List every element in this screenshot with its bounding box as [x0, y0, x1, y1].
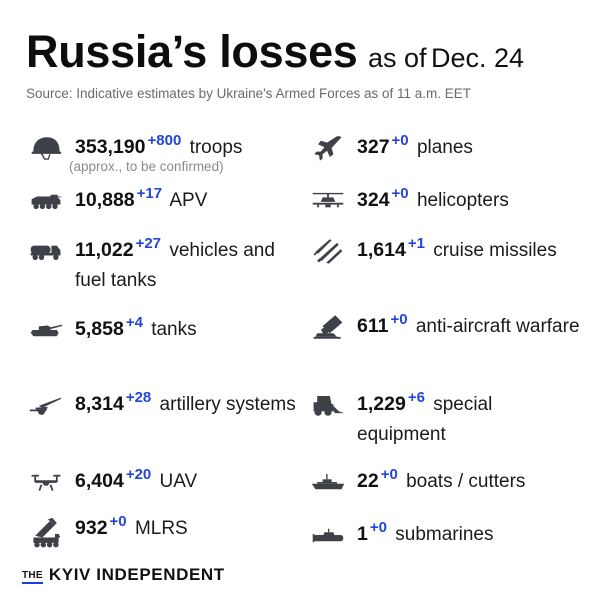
- stat-label: anti-aircraft warfare: [415, 316, 580, 337]
- stat-submarines: 1 +0 submarines: [308, 519, 494, 550]
- stat-value: 6,404: [75, 470, 124, 492]
- artillery-icon: [26, 390, 66, 420]
- stat-value: 1: [357, 523, 368, 545]
- jet-icon: [308, 133, 348, 163]
- stat-value: 10,888: [75, 189, 135, 211]
- stat-label: cruise missiles: [433, 240, 557, 261]
- stat-value: 932: [75, 517, 108, 539]
- stat-anti-aircraft: 611 +0 anti-aircraft warfare: [308, 311, 580, 342]
- stat-delta: +0: [369, 519, 387, 536]
- stat-boats: 22 +0 boats / cutters: [308, 466, 526, 497]
- fuel-truck-icon: [26, 236, 66, 266]
- stat-delta: +20: [125, 466, 152, 483]
- tank-icon: [26, 315, 66, 345]
- stat-value: 11,022: [75, 239, 134, 261]
- stat-delta: +27: [135, 235, 162, 252]
- missiles-icon: [308, 236, 348, 266]
- stat-delta: +800: [147, 132, 182, 149]
- stat-label: helicopters: [416, 190, 509, 211]
- stat-delta: +4: [125, 314, 143, 331]
- logo-the: THE: [22, 569, 43, 584]
- stat-label: planes: [416, 137, 473, 158]
- stat-tanks: 5,858 +4 tanks: [26, 314, 197, 345]
- stat-value: 1,229: [357, 393, 406, 415]
- title-date: Dec. 24: [428, 43, 527, 77]
- stat-uav: 6,404 +20 UAV: [26, 466, 198, 497]
- stat-delta: +0: [391, 185, 409, 202]
- stat-artillery: 8,314 +28 artillery systems: [26, 389, 298, 420]
- stat-delta: +1: [407, 235, 425, 252]
- stat-value: 8,314: [75, 393, 124, 415]
- stat-value: 611: [357, 315, 389, 337]
- stat-value: 1,614: [357, 239, 406, 261]
- stat-planes: 327 +0 planes: [308, 132, 473, 163]
- stat-delta: +0: [380, 466, 398, 483]
- stat-label: UAV: [159, 471, 198, 492]
- boat-icon: [308, 467, 348, 497]
- stat-value: 5,858: [75, 318, 124, 340]
- stat-note: (approx., to be confirmed): [69, 159, 224, 174]
- stat-value: 353,190: [75, 136, 146, 158]
- stat-label: troops: [189, 137, 243, 158]
- loader-icon: [308, 390, 348, 420]
- stat-delta: +28: [125, 389, 152, 406]
- anti-aircraft-icon: [308, 312, 348, 342]
- stat-troops: 353,190 +800 troops (approx., to be confi…: [26, 132, 243, 174]
- title-main: Russia’s losses: [26, 26, 358, 77]
- stat-delta: +0: [390, 311, 408, 328]
- mlrs-icon: [26, 514, 66, 552]
- page-title: Russia’s losses as of Dec. 24: [26, 26, 527, 78]
- stat-delta: +6: [407, 389, 425, 406]
- stat-mlrs: 932 +0 MLRS: [26, 513, 188, 552]
- stat-value: 327: [357, 136, 390, 158]
- helmet-icon: [26, 133, 66, 163]
- stat-label: tanks: [151, 319, 197, 340]
- helicopter-icon: [308, 186, 348, 216]
- stat-label: boats / cutters: [406, 471, 526, 492]
- submarine-icon: [308, 520, 348, 550]
- stat-value: 324: [357, 189, 390, 211]
- apv-icon: [26, 186, 66, 216]
- stat-helicopters: 324 +0 helicopters: [308, 185, 509, 216]
- stat-label: MLRS: [134, 518, 188, 539]
- stat-vehicles: 11,022 +27 vehicles and fuel tanks: [26, 235, 298, 295]
- stat-cruise-missiles: 1,614 +1 cruise missiles: [308, 235, 580, 266]
- stat-label: artillery systems: [159, 394, 296, 415]
- stat-special-equipment: 1,229 +6 special equipment: [308, 389, 580, 449]
- stat-label: submarines: [395, 524, 494, 545]
- source-line: Source: Indicative estimates by Ukraine'…: [26, 86, 472, 101]
- stat-label: special equipment: [357, 394, 493, 445]
- stat-value: 22: [357, 470, 379, 492]
- stat-apv: 10,888 +17 APV: [26, 185, 208, 216]
- drone-icon: [26, 467, 66, 497]
- stat-delta: +0: [109, 513, 127, 530]
- stat-delta: +17: [136, 185, 163, 202]
- stat-delta: +0: [391, 132, 409, 149]
- logo-name: KYIV INDEPENDENT: [48, 565, 225, 584]
- stat-label: APV: [169, 190, 208, 211]
- stat-label: vehicles and fuel tanks: [75, 240, 275, 291]
- title-as-of: as of: [367, 43, 427, 73]
- kyiv-independent-logo: THE KYIV INDEPENDENT: [22, 565, 225, 585]
